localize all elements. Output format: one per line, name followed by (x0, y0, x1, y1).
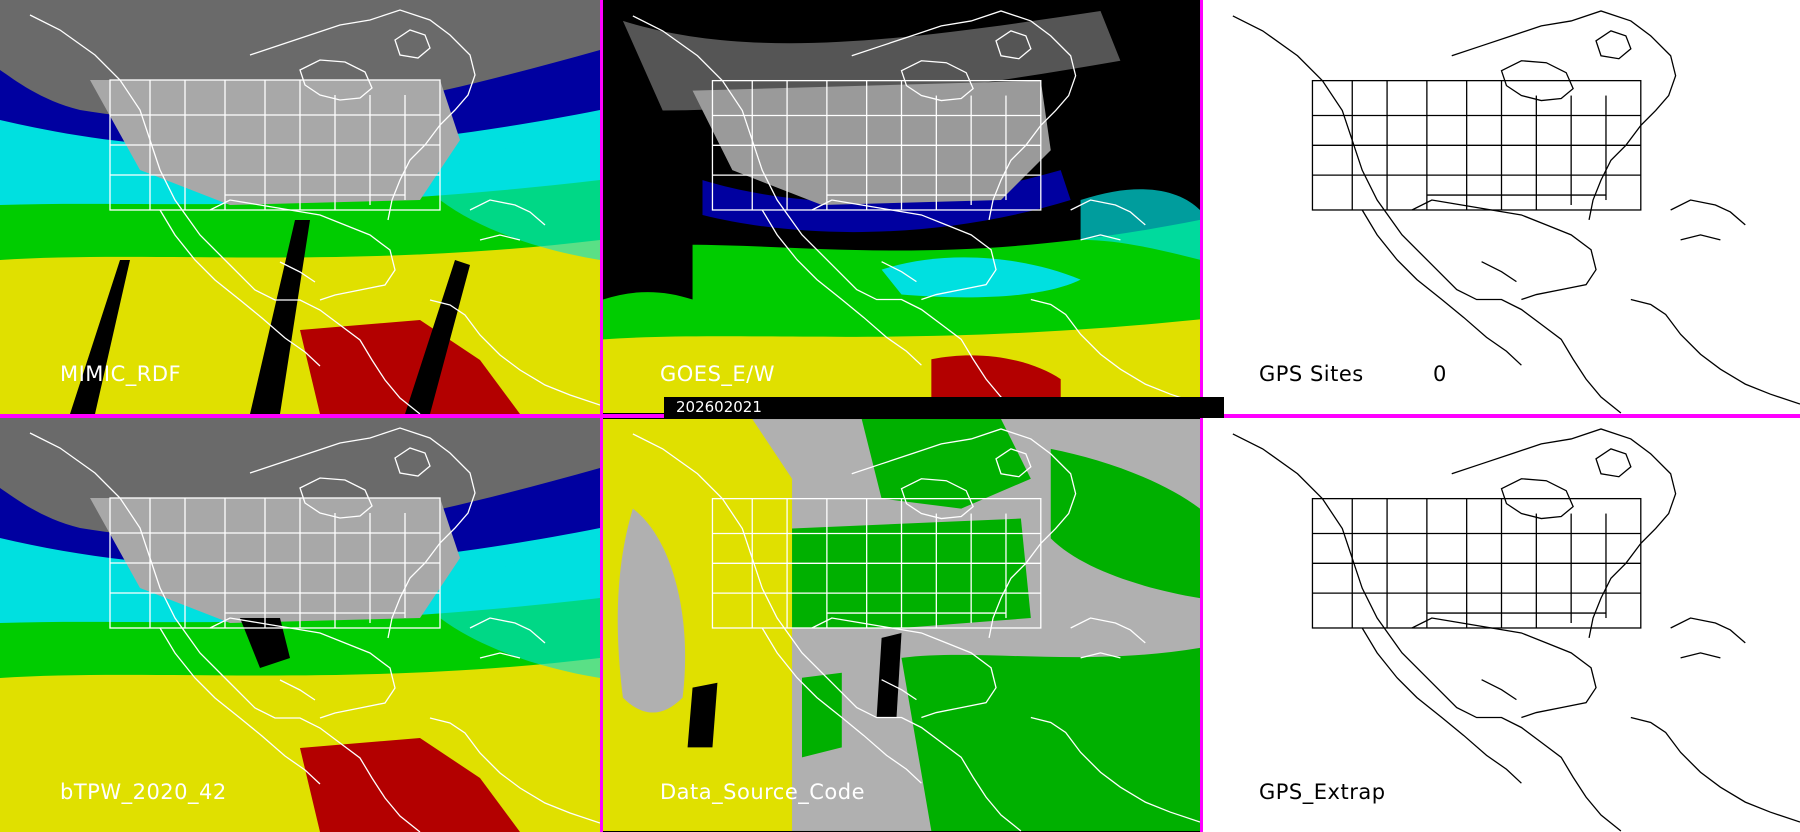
gps-extrap-label: GPS_Extrap (1259, 780, 1386, 804)
gps-sites-panel: GPS Sites 0 (1203, 0, 1800, 414)
goes-ew-label: GOES_E/W (660, 362, 776, 386)
gps-sites-label: GPS Sites (1259, 362, 1364, 386)
gps-sites-map (1203, 1, 1800, 414)
mimic-rdf-label: MIMIC_RDF (60, 362, 182, 386)
btpw-panel: bTPW_2020_42 (0, 418, 600, 832)
btpw-map (0, 418, 600, 832)
goes-ew-panel: GOES_E/W (603, 0, 1200, 414)
btpw-label: bTPW_2020_42 (60, 780, 227, 804)
goes-ew-map (603, 1, 1200, 414)
data-source-code-label: Data_Source_Code (660, 780, 866, 804)
data-source-code-map (603, 419, 1200, 832)
gps-extrap-map (1203, 419, 1800, 832)
timestamp-bar: 202602021 (664, 397, 1224, 418)
data-source-code-panel: Data_Source_Code (603, 418, 1200, 832)
mimic-rdf-panel: MIMIC_RDF (0, 0, 600, 414)
mimic-rdf-map (0, 0, 600, 414)
gps-extrap-panel: GPS_Extrap (1203, 418, 1800, 832)
gps-sites-count: 0 (1433, 362, 1447, 386)
